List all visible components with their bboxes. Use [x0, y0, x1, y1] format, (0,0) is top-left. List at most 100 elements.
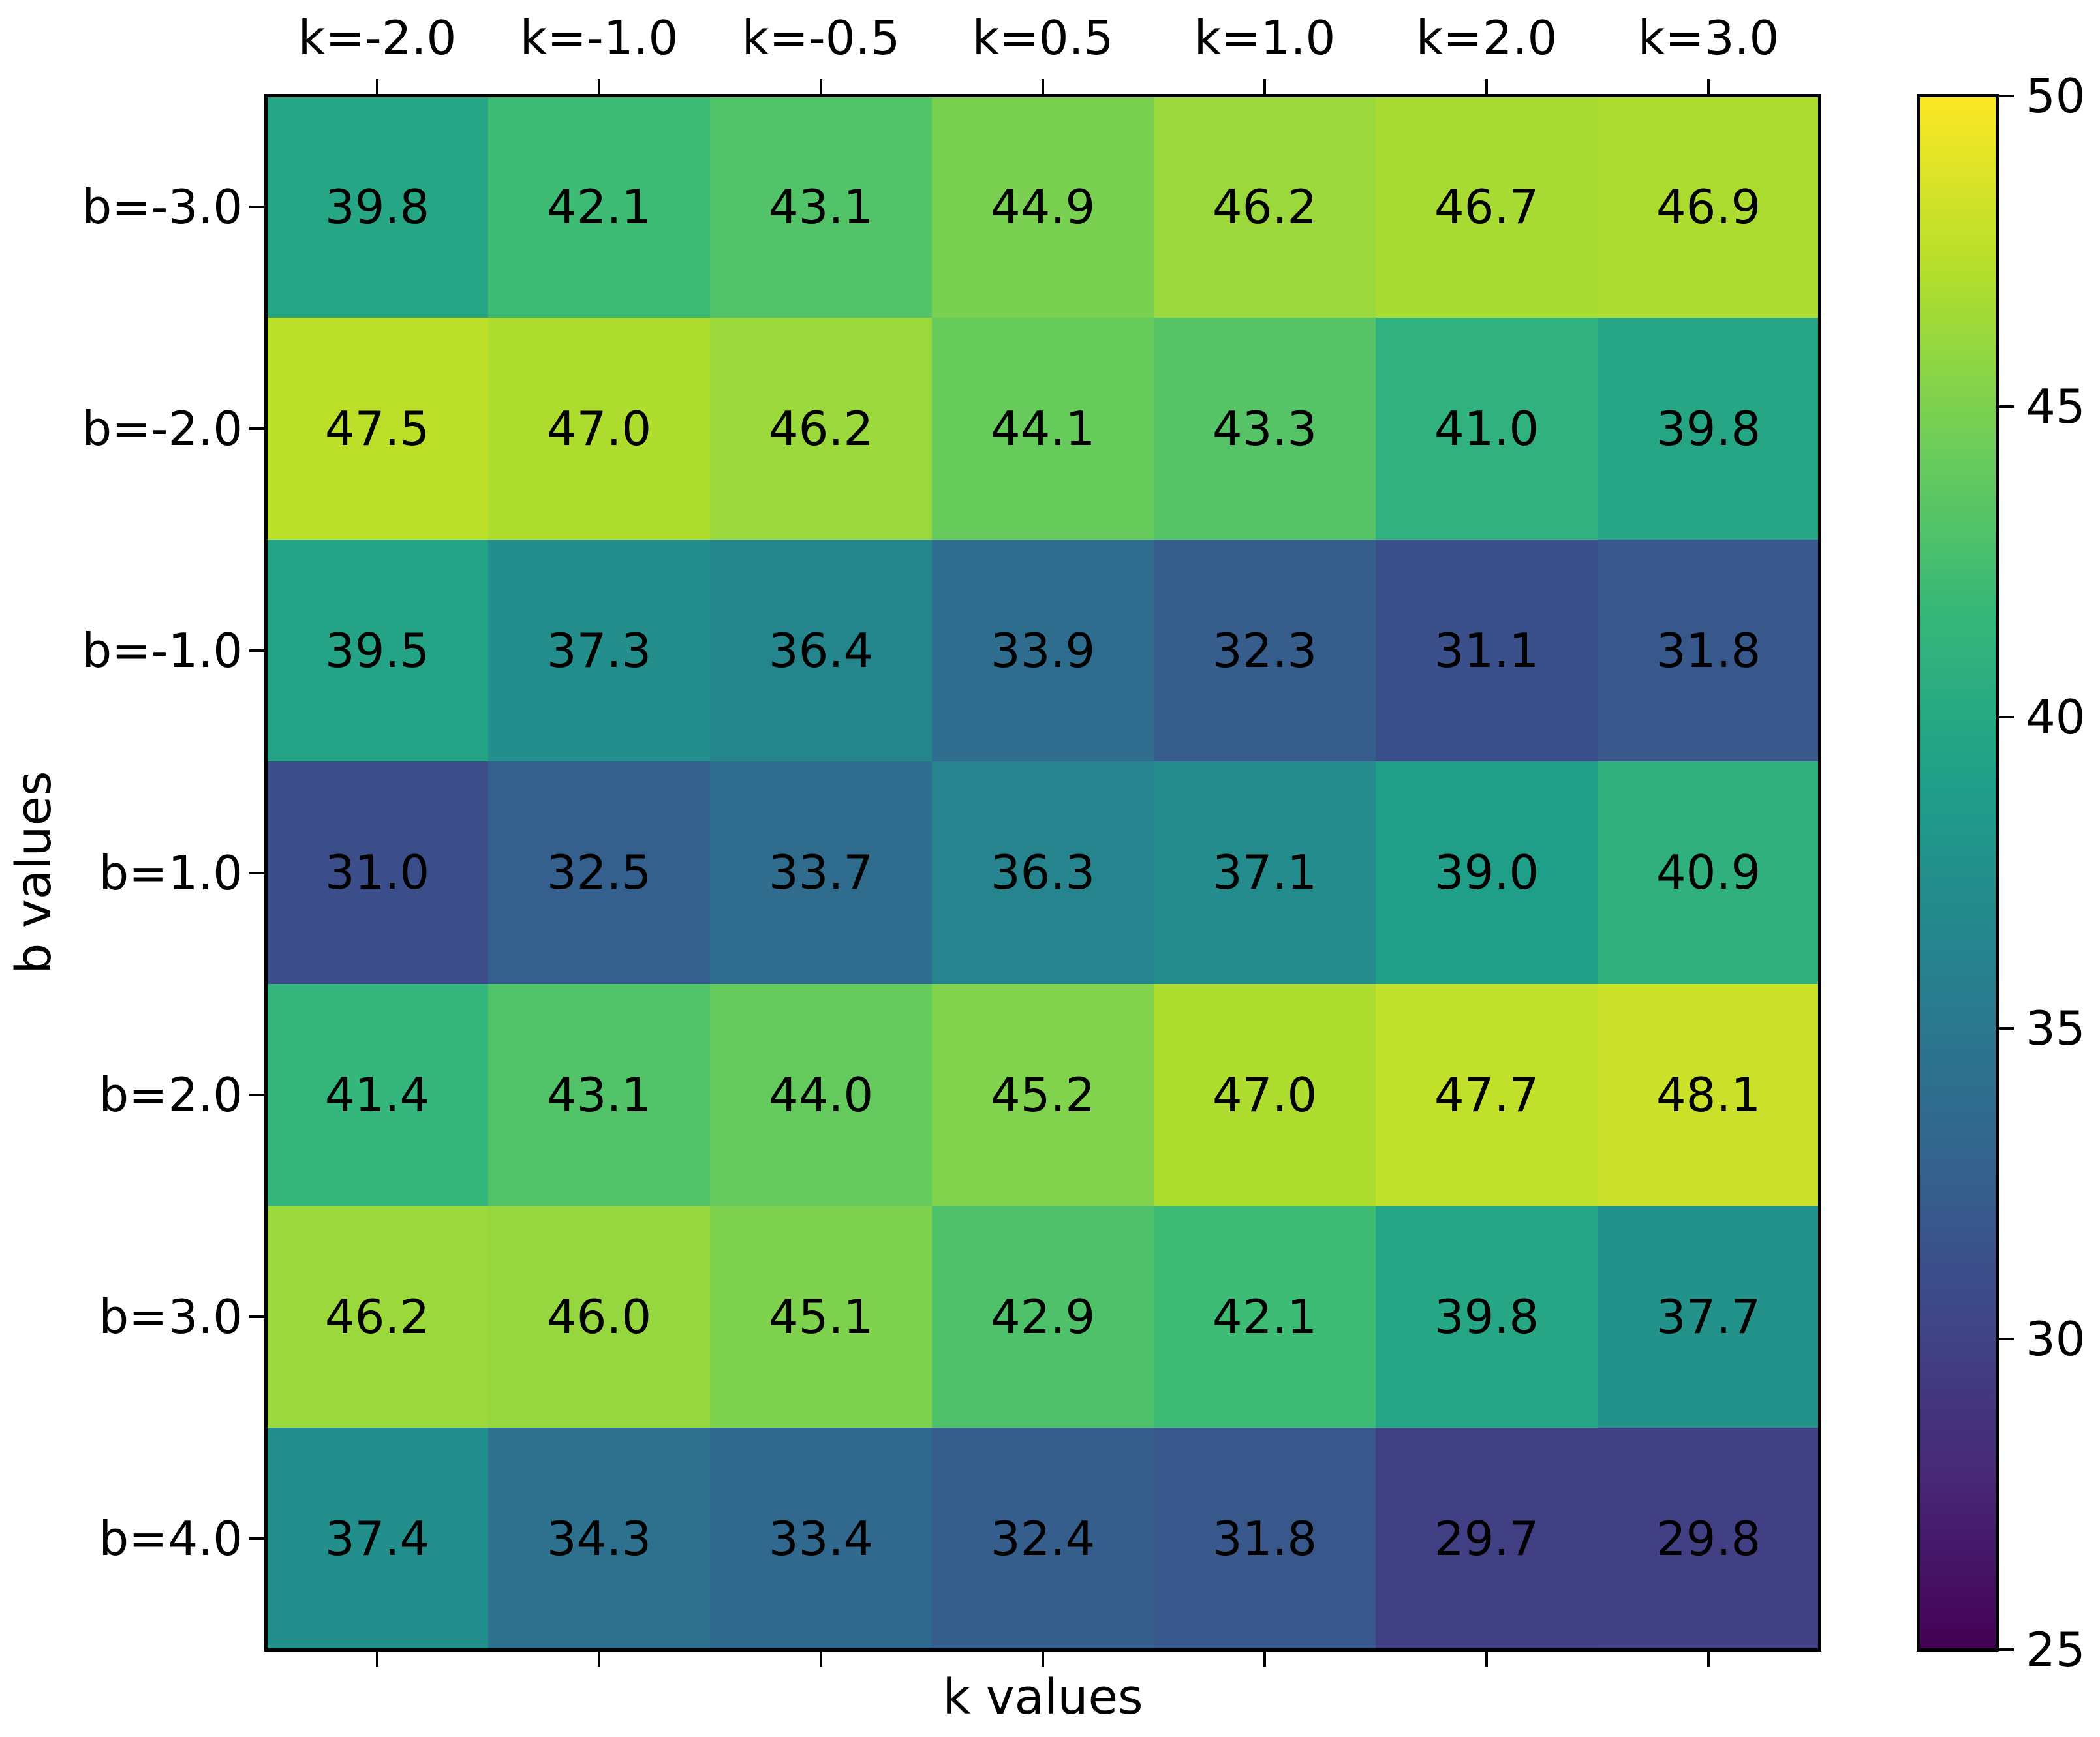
top-tick-mark — [820, 79, 822, 96]
row-tick-label: b=2.0 — [99, 1067, 243, 1122]
heatmap-cell: 31.0 — [266, 761, 488, 984]
left-tick-mark — [249, 1537, 266, 1540]
cell-value-label: 32.3 — [1212, 623, 1318, 679]
left-tick-mark — [249, 427, 266, 431]
row-tick-label: b=3.0 — [99, 1289, 243, 1344]
cell-value-label: 32.5 — [546, 845, 652, 900]
heatmap-cell: 47.0 — [488, 318, 710, 540]
colorbar-tick-mark — [1997, 1026, 2014, 1030]
column-tick-label: k=-1.0 — [519, 10, 679, 65]
cell-value-label: 41.0 — [1434, 401, 1539, 457]
bottom-tick-mark — [1042, 1650, 1044, 1667]
cell-value-label: 45.1 — [768, 1289, 874, 1344]
top-tick-mark — [1485, 79, 1488, 96]
heatmap-grid: 39.8 42.1 43.1 44.9 46.2 46.7 46.9 47.5 47.0 46.2… — [266, 96, 1819, 1650]
cell-value-label: 47.0 — [1212, 1067, 1318, 1122]
colorbar-tick-mark — [1997, 405, 2014, 408]
heatmap-cell: 47.7 — [1376, 983, 1598, 1206]
cell-value-label: 33.7 — [768, 845, 874, 900]
heatmap-cell: 45.2 — [932, 983, 1154, 1206]
cell-value-label: 44.1 — [990, 401, 1096, 457]
colorbar-tick-mark — [1997, 1337, 2014, 1340]
top-tick-mark — [1263, 79, 1266, 96]
heatmap-cell: 29.7 — [1376, 1427, 1598, 1650]
bottom-tick-mark — [820, 1650, 822, 1667]
top-tick-mark — [598, 79, 600, 96]
heatmap-cell: 33.7 — [710, 761, 932, 984]
cell-value-label: 43.1 — [546, 1067, 652, 1122]
heatmap-cell: 37.1 — [1154, 761, 1376, 984]
heatmap-cell: 39.8 — [266, 96, 488, 318]
heatmap-cell: 32.5 — [488, 761, 710, 984]
column-tick-label: k=2.0 — [1415, 10, 1558, 65]
cell-value-label: 47.0 — [546, 401, 652, 457]
bottom-tick-mark — [376, 1650, 378, 1667]
left-tick-mark — [249, 1315, 266, 1318]
cell-value-label: 39.0 — [1434, 845, 1539, 900]
heatmap-cell: 41.4 — [266, 983, 488, 1206]
colorbar-tick-label: 40 — [2026, 690, 2086, 745]
heatmap-cell: 44.0 — [710, 983, 932, 1206]
cell-value-label: 40.9 — [1656, 845, 1761, 900]
cell-value-label: 31.8 — [1656, 623, 1761, 679]
cell-value-label: 39.8 — [1656, 401, 1761, 457]
cell-value-label: 47.7 — [1434, 1067, 1539, 1122]
colorbar-tick-label: 25 — [2026, 1622, 2086, 1677]
heatmap-cell: 32.3 — [1154, 540, 1376, 762]
cell-value-label: 37.1 — [1212, 845, 1318, 900]
top-tick-mark — [1707, 79, 1710, 96]
cell-value-label: 31.0 — [324, 845, 430, 900]
cell-value-label: 46.9 — [1656, 179, 1761, 235]
cell-value-label: 37.3 — [546, 623, 652, 679]
cell-value-label: 45.2 — [990, 1067, 1096, 1122]
top-tick-mark — [1042, 79, 1044, 96]
x-axis-label: k values — [942, 1669, 1143, 1725]
cell-value-label: 39.8 — [324, 179, 430, 235]
heatmap-cell: 46.2 — [710, 318, 932, 540]
cell-value-label: 32.4 — [990, 1511, 1096, 1566]
heatmap-cell: 42.9 — [932, 1205, 1154, 1428]
heatmap-cell: 46.7 — [1376, 96, 1598, 318]
cell-value-label: 36.3 — [990, 845, 1096, 900]
heatmap-cell: 44.1 — [932, 318, 1154, 540]
heatmap-cell: 46.2 — [266, 1205, 488, 1428]
heatmap-cell: 42.1 — [1154, 1205, 1376, 1428]
row-tick-label: b=1.0 — [99, 845, 243, 900]
cell-value-label: 33.4 — [768, 1511, 874, 1566]
heatmap-cell: 39.8 — [1598, 318, 1819, 540]
cell-value-label: 37.7 — [1656, 1289, 1761, 1344]
bottom-tick-mark — [1485, 1650, 1488, 1667]
heatmap-cell: 47.0 — [1154, 983, 1376, 1206]
heatmap-cell: 33.4 — [710, 1427, 932, 1650]
heatmap-cell: 46.0 — [488, 1205, 710, 1428]
cell-value-label: 42.1 — [1212, 1289, 1318, 1344]
cell-value-label: 33.9 — [990, 623, 1096, 679]
cell-value-label: 43.1 — [768, 179, 874, 235]
heatmap-cell: 31.1 — [1376, 540, 1598, 762]
cell-value-label: 46.7 — [1434, 179, 1539, 235]
cell-value-label: 37.4 — [324, 1511, 430, 1566]
heatmap-cell: 36.4 — [710, 540, 932, 762]
left-tick-mark — [249, 649, 266, 653]
heatmap-cell: 39.8 — [1376, 1205, 1598, 1428]
heatmap-cell: 40.9 — [1598, 761, 1819, 984]
cell-value-label: 31.1 — [1434, 623, 1539, 679]
colorbar-tick-mark — [1997, 95, 2014, 97]
column-tick-label: k=1.0 — [1194, 10, 1336, 65]
y-axis-label: b values — [6, 771, 62, 974]
colorbar-tick-label: 50 — [2026, 69, 2086, 123]
cell-value-label: 47.5 — [324, 401, 430, 457]
cell-value-label: 29.8 — [1656, 1511, 1761, 1566]
heatmap-cell: 31.8 — [1598, 540, 1819, 762]
heatmap-cell: 46.2 — [1154, 96, 1376, 318]
colorbar-tick-mark — [1997, 1648, 2014, 1651]
column-tick-label: k=-2.0 — [298, 10, 457, 65]
bottom-tick-mark — [598, 1650, 600, 1667]
row-tick-label: b=4.0 — [99, 1511, 243, 1566]
column-tick-label: k=0.5 — [972, 10, 1114, 65]
row-tick-label: b=-3.0 — [82, 179, 243, 235]
heatmap-cell: 37.3 — [488, 540, 710, 762]
heatmap-cell: 45.1 — [710, 1205, 932, 1428]
heatmap-cell: 37.4 — [266, 1427, 488, 1650]
heatmap-cell: 33.9 — [932, 540, 1154, 762]
